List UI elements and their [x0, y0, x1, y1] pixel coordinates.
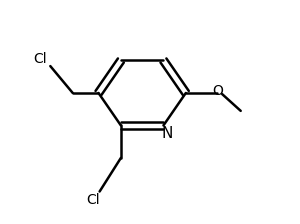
Text: Cl: Cl	[86, 194, 100, 207]
Text: Cl: Cl	[33, 52, 47, 66]
Text: N: N	[161, 126, 172, 141]
Text: O: O	[212, 84, 223, 98]
